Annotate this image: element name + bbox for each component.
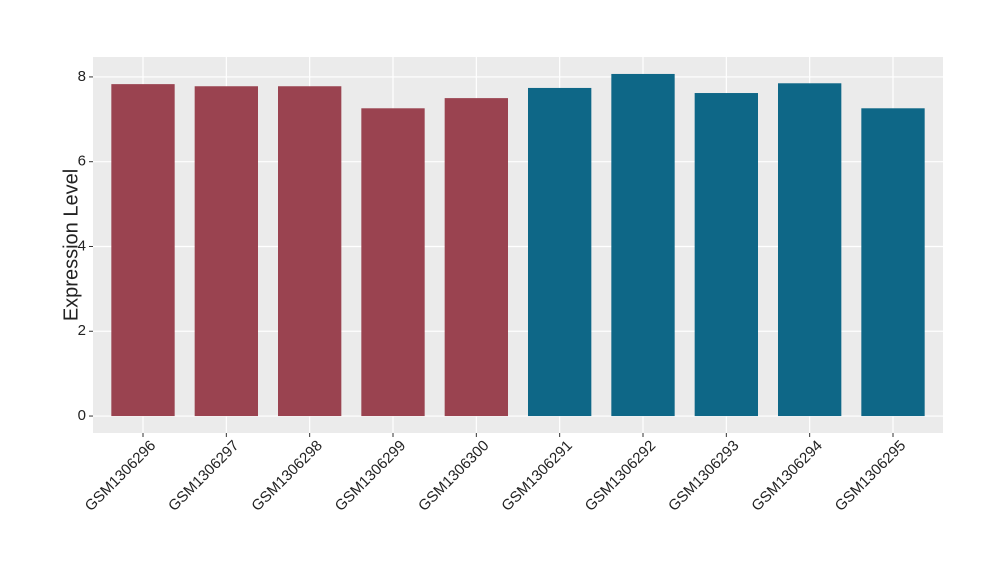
y-axis-label: Expression Level bbox=[60, 169, 82, 321]
y-tick-label: 2 bbox=[78, 322, 86, 339]
x-tick-label: GSM1306295 bbox=[832, 437, 909, 514]
bar bbox=[778, 83, 842, 417]
bar bbox=[444, 98, 508, 417]
x-tick-label: GSM1306292 bbox=[582, 437, 659, 514]
x-tick-label: GSM1306291 bbox=[498, 437, 575, 514]
x-tick-label: GSM1306294 bbox=[748, 437, 825, 514]
bar bbox=[194, 86, 258, 417]
x-tick-label: GSM1306299 bbox=[332, 437, 409, 514]
bar bbox=[861, 108, 925, 417]
x-tick-label: GSM1306293 bbox=[665, 437, 742, 514]
bar bbox=[278, 86, 342, 417]
bar bbox=[111, 84, 175, 417]
y-tick-label: 6 bbox=[78, 153, 86, 170]
y-tick-label: 0 bbox=[78, 407, 86, 424]
x-tick-label: GSM1306296 bbox=[82, 437, 159, 514]
x-tick-label: GSM1306298 bbox=[248, 437, 325, 514]
bar bbox=[611, 73, 675, 417]
x-tick-label: GSM1306300 bbox=[415, 437, 492, 514]
y-tick-label: 4 bbox=[78, 237, 86, 254]
bar bbox=[694, 93, 758, 417]
y-tick-label: 8 bbox=[78, 68, 86, 85]
bar bbox=[528, 87, 592, 417]
bar bbox=[361, 108, 425, 417]
x-tick-label: GSM1306297 bbox=[165, 437, 242, 514]
